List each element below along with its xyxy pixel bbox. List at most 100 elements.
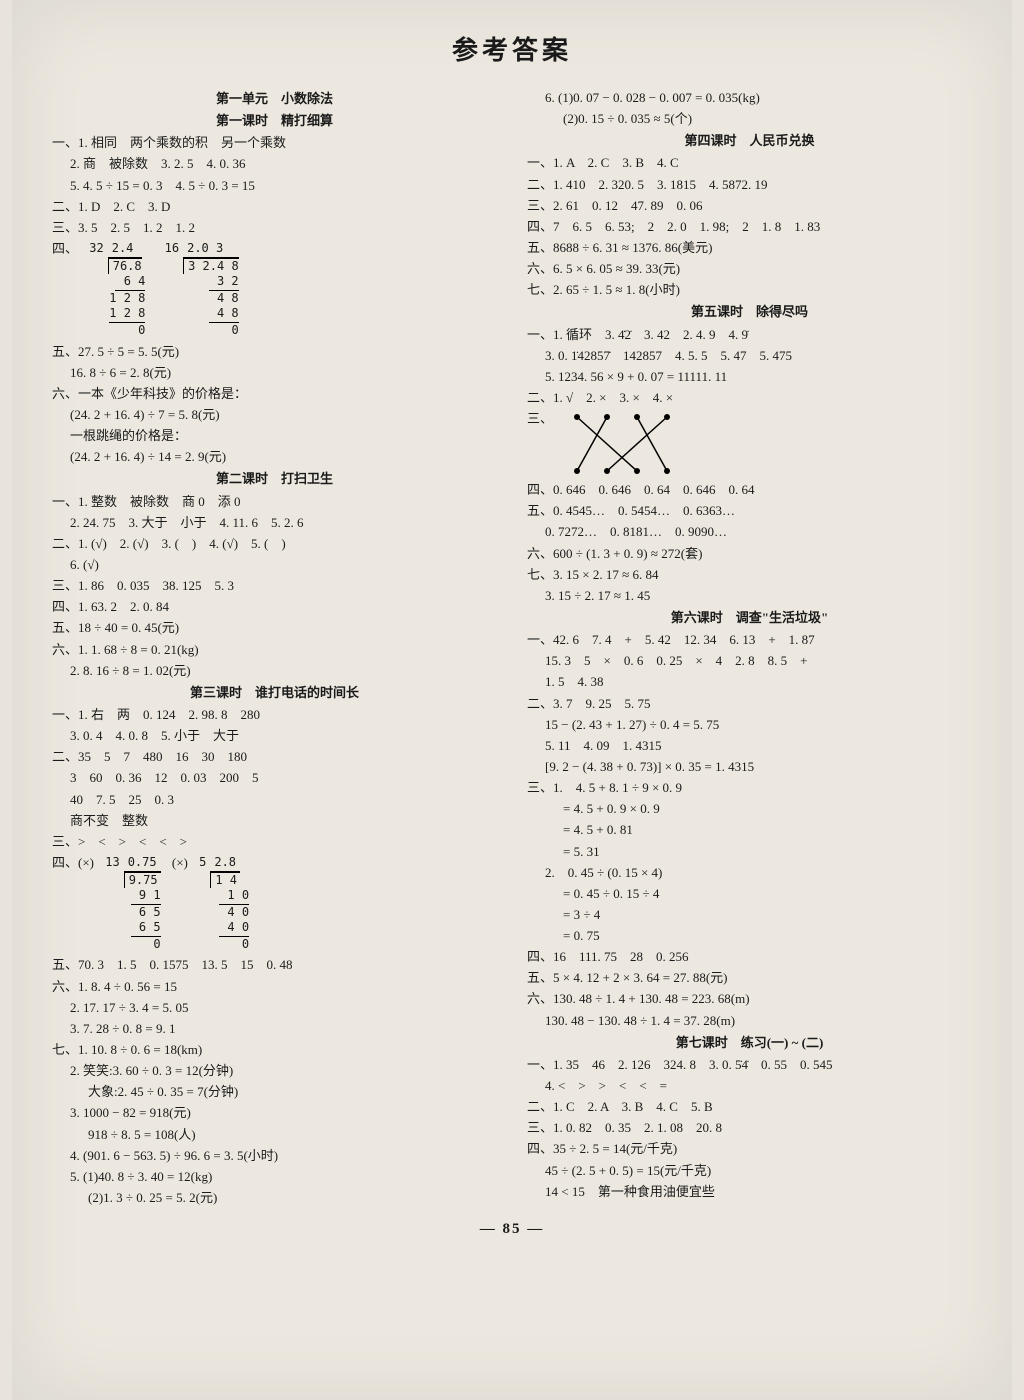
lesson2-title: 第二课时 打扫卫生 [52, 469, 497, 489]
answer-line: 四、35 ÷ 2. 5 = 14(元/千克) [527, 1139, 972, 1159]
answer-line: 五、0. 4545… 0. 5454… 0. 6363… [527, 501, 972, 521]
long-division: 130.759.75 9 1 6 5 6 5 0 [105, 855, 160, 953]
answer-line: 918 ÷ 8. 5 = 108(人) [52, 1125, 497, 1145]
answer-line: 一、1. 右 两 0. 124 2. 98. 8 280 [52, 705, 497, 725]
answer-line: 2. 0. 45 ÷ (0. 15 × 4) [527, 863, 972, 883]
lesson5-title: 第五课时 除得尽吗 [527, 302, 972, 322]
answer-line: (24. 2 + 16. 4) ÷ 14 = 2. 9(元) [52, 447, 497, 467]
answer-line: = 5. 31 [527, 842, 972, 862]
answer-line: 五、70. 3 1. 5 0. 1575 13. 5 15 0. 48 [52, 955, 497, 975]
lesson7-title: 第七课时 练习(一) ~ (二) [527, 1033, 972, 1053]
answer-line: 1. 5 4. 38 [527, 672, 972, 692]
answer-line: 一、1. 循环 3. 4̇2̇ 3. 42 2. 4. 9 4. 9̇ [527, 325, 972, 345]
label: (×) [172, 855, 188, 870]
lesson4-title: 第四课时 人民币兑换 [527, 131, 972, 151]
answer-line: [9. 2 − (4. 38 + 0. 73)] × 0. 35 = 1. 43… [527, 757, 972, 777]
answer-line: 七、1. 10. 8 ÷ 0. 6 = 18(km) [52, 1040, 497, 1060]
long-division: 52.81 4 1 0 4 0 4 0 0 [199, 855, 249, 953]
answer-line: 15 − (2. 43 + 1. 27) ÷ 0. 4 = 5. 75 [527, 715, 972, 735]
answer-line: 2. 8. 16 ÷ 8 = 1. 02(元) [52, 661, 497, 681]
answer-line: 一、1. A 2. C 3. B 4. C [527, 153, 972, 173]
answer-line: 三、 [527, 409, 972, 479]
answer-line: 3. 1000 − 82 = 918(元) [52, 1103, 497, 1123]
answer-line: 三、1. 4. 5 + 8. 1 ÷ 9 × 0. 9 [527, 778, 972, 798]
answer-line: 3. 0. 1̇42857̇ 142857 4. 5. 5 5. 47 5. 4… [527, 346, 972, 366]
long-division: 162.0 33 2.4 8 3 2 4 8 4 8 0 [165, 241, 239, 339]
answer-line: 130. 48 − 130. 48 ÷ 1. 4 = 37. 28(m) [527, 1011, 972, 1031]
answer-line: 14 < 15 第一种食用油便宜些 [527, 1182, 972, 1202]
answer-line: 一根跳绳的价格是： [52, 426, 497, 446]
answer-line: 二、1. 410 2. 320. 5 3. 1815 4. 5872. 19 [527, 175, 972, 195]
answer-line: 二、1. (√) 2. (√) 3. ( ) 4. (√) 5. ( ) [52, 534, 497, 554]
answer-line: (2)0. 15 ÷ 0. 035 ≈ 5(个) [527, 109, 972, 129]
answer-line: 4. (901. 6 − 563. 5) ÷ 96. 6 = 3. 5(小时) [52, 1146, 497, 1166]
answer-line: 一、1. 35 46 2. 126 324. 8 3. 0. 5̇4̇ 0. 5… [527, 1055, 972, 1075]
answer-line: 大象:2. 45 ÷ 0. 35 = 7(分钟) [52, 1082, 497, 1102]
answer-line: 四、7 6. 5 6. 53; 2 2. 0 1. 98; 2 1. 8 1. … [527, 217, 972, 237]
answer-line: 一、1. 整数 被除数 商 0 添 0 [52, 492, 497, 512]
answer-line: 3. 7. 28 ÷ 0. 8 = 9. 1 [52, 1019, 497, 1039]
lesson6-title: 第六课时 调查"生活垃圾" [527, 608, 972, 628]
answer-line: 三、2. 61 0. 12 47. 89 0. 06 [527, 196, 972, 216]
page: 参考答案 第一单元 小数除法 第一课时 精打细算 一、1. 相同 两个乘数的积 … [12, 0, 1012, 1400]
answer-line: 四、 322.476.8 6 4 1 2 8 1 2 8 0 162.0 33 … [52, 239, 497, 341]
answer-line: 二、1. D 2. C 3. D [52, 197, 497, 217]
answer-line: 四、0. 646 0. 646 0. 64 0. 646 0. 64 [527, 480, 972, 500]
answer-line: 一、42. 6 7. 4 + 5. 42 12. 34 6. 13 + 1. 8… [527, 630, 972, 650]
answer-line: 五、18 ÷ 40 = 0. 45(元) [52, 618, 497, 638]
lesson1-title: 第一课时 精打细算 [52, 111, 497, 131]
answer-line: 二、3. 7 9. 25 5. 75 [527, 694, 972, 714]
answer-line: 三、3. 5 2. 5 1. 2 1. 2 [52, 218, 497, 238]
answer-line: 四、(×) 130.759.75 9 1 6 5 6 5 0 (×) 52.81… [52, 853, 497, 955]
answer-line: = 0. 75 [527, 926, 972, 946]
answer-line: 六、一本《少年科技》的价格是： [52, 384, 497, 404]
answer-line: 2. 商 被除数 3. 2. 5 4. 0. 36 [52, 154, 497, 174]
columns: 第一单元 小数除法 第一课时 精打细算 一、1. 相同 两个乘数的积 另一个乘数… [52, 87, 972, 1209]
answer-line: 三、> < > < < > [52, 832, 497, 852]
answer-line: 三、1. 86 0. 035 38. 125 5. 3 [52, 576, 497, 596]
long-division: 322.476.8 6 4 1 2 8 1 2 8 0 [89, 241, 145, 339]
answer-line: 0. 7272… 0. 8181… 0. 9090… [527, 522, 972, 542]
answer-line: 5. (1)40. 8 ÷ 3. 40 = 12(kg) [52, 1167, 497, 1187]
unit-title: 第一单元 小数除法 [52, 89, 497, 109]
page-title: 参考答案 [52, 30, 972, 67]
answer-line: 5. 11 4. 09 1. 4315 [527, 736, 972, 756]
answer-line: 16. 8 ÷ 6 = 2. 8(元) [52, 363, 497, 383]
answer-line: 五、5 × 4. 12 + 2 × 3. 64 = 27. 88(元) [527, 968, 972, 988]
matching-diagram [562, 409, 682, 479]
answer-line: 40 7. 5 25 0. 3 [52, 790, 497, 810]
answer-line: 5. 4. 5 ÷ 15 = 0. 3 4. 5 ÷ 0. 3 = 15 [52, 176, 497, 196]
answer-line: 六、1. 8. 4 ÷ 0. 56 = 15 [52, 977, 497, 997]
answer-line: 四、16 111. 75 28 0. 256 [527, 947, 972, 967]
answer-line: 2. 17. 17 ÷ 3. 4 = 5. 05 [52, 998, 497, 1018]
answer-line: 45 ÷ (2. 5 + 0. 5) = 15(元/千克) [527, 1161, 972, 1181]
answer-line: 二、1. C 2. A 3. B 4. C 5. B [527, 1097, 972, 1117]
answer-line: 五、8688 ÷ 6. 31 ≈ 1376. 86(美元) [527, 238, 972, 258]
answer-line: 6. (1)0. 07 − 0. 028 − 0. 007 = 0. 035(k… [527, 88, 972, 108]
answer-line: = 3 ÷ 4 [527, 905, 972, 925]
answer-line: 商不变 整数 [52, 811, 497, 831]
answer-line: 3. 15 ÷ 2. 17 ≈ 1. 45 [527, 586, 972, 606]
answer-line: 二、1. √ 2. × 3. × 4. × [527, 388, 972, 408]
answer-line: 6. (√) [52, 555, 497, 575]
answer-line: 六、600 ÷ (1. 3 + 0. 9) ≈ 272(套) [527, 544, 972, 564]
answer-line: 六、6. 5 × 6. 05 ≈ 39. 33(元) [527, 259, 972, 279]
answer-line: 2. 笑笑:3. 60 ÷ 0. 3 = 12(分钟) [52, 1061, 497, 1081]
answer-line: = 4. 5 + 0. 9 × 0. 9 [527, 799, 972, 819]
answer-line: 四、1. 63. 2 2. 0. 84 [52, 597, 497, 617]
answer-line: 二、35 5 7 480 16 30 180 [52, 747, 497, 767]
answer-line: (2)1. 3 ÷ 0. 25 = 5. 2(元) [52, 1188, 497, 1208]
answer-line: 15. 3 5 × 0. 6 0. 25 × 4 2. 8 8. 5 + [527, 651, 972, 671]
label: 四、 [52, 241, 78, 256]
left-column: 第一单元 小数除法 第一课时 精打细算 一、1. 相同 两个乘数的积 另一个乘数… [52, 87, 497, 1209]
answer-line: 5. 1234. 56 × 9 + 0. 07 = 11111. 11 [527, 367, 972, 387]
answer-line: 三、1. 0. 82 0. 35 2. 1. 08 20. 8 [527, 1118, 972, 1138]
answer-line: 3. 0. 4 4. 0. 8 5. 小于 大于 [52, 726, 497, 746]
answer-line: (24. 2 + 16. 4) ÷ 7 = 5. 8(元) [52, 405, 497, 425]
answer-line: 六、1. 1. 68 ÷ 8 = 0. 21(kg) [52, 640, 497, 660]
answer-line: 2. 24. 75 3. 大于 小于 4. 11. 6 5. 2. 6 [52, 513, 497, 533]
label: 三、 [527, 411, 553, 426]
answer-line: 一、1. 相同 两个乘数的积 另一个乘数 [52, 133, 497, 153]
answer-line: 六、130. 48 ÷ 1. 4 + 130. 48 = 223. 68(m) [527, 989, 972, 1009]
right-column: 6. (1)0. 07 − 0. 028 − 0. 007 = 0. 035(k… [527, 87, 972, 1209]
